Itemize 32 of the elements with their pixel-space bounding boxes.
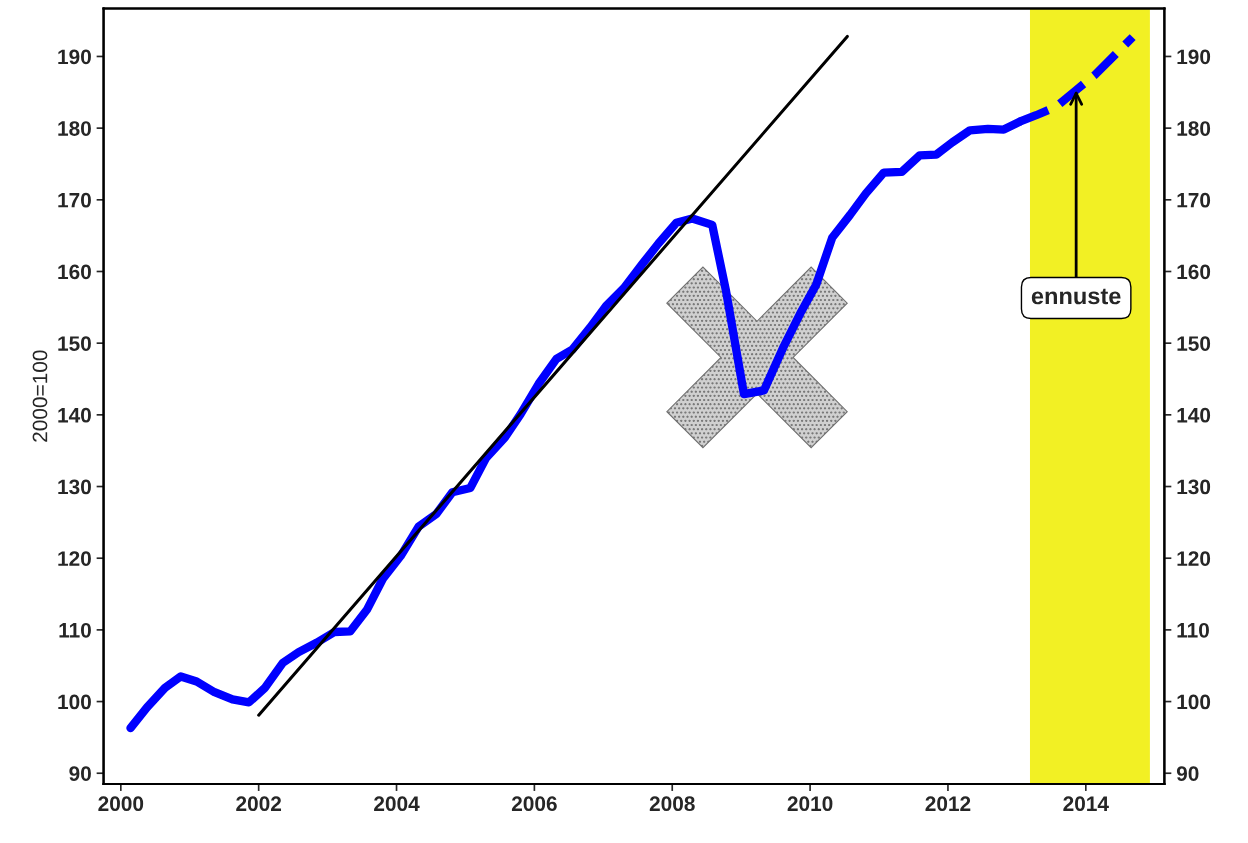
x-tick-label: 2004: [374, 796, 420, 812]
y-tick-label: 180: [58, 121, 91, 136]
x-tick-label: 2000: [98, 796, 144, 812]
y-axis-title: 2000=100: [32, 350, 48, 442]
x-tick-label: 2014: [1063, 796, 1109, 812]
y2-tick-label: 90: [1176, 766, 1199, 781]
y-tick-label: 150: [58, 336, 91, 351]
x-tick-label: 2008: [649, 796, 695, 812]
x-tick-label: 2006: [511, 796, 557, 812]
y2-tick-label: 180: [1177, 121, 1211, 136]
y2-tick-label: 110: [1177, 622, 1209, 638]
y-tick-label: 140: [58, 407, 91, 423]
y2-tick-label: 190: [1177, 49, 1211, 65]
y2-tick-label: 100: [1177, 694, 1211, 710]
y2-tick-label: 150: [1177, 336, 1211, 351]
y-tick-label: 110: [59, 622, 91, 638]
y-tick-label: 120: [58, 551, 91, 566]
y2-tick-label: 170: [1177, 192, 1211, 208]
annotation: ennuste: [1031, 288, 1121, 305]
y2-tick-label: 120: [1177, 551, 1211, 566]
y-tick-label: 190: [58, 49, 91, 65]
y2-tick-label: 160: [1177, 264, 1211, 280]
x-tick-label: 2010: [787, 796, 833, 812]
y-tick-label: 170: [58, 192, 91, 208]
y-tick-label: 130: [58, 479, 91, 495]
y-tick-label: 90: [69, 766, 91, 781]
y-tick-label: 160: [58, 264, 91, 280]
y2-tick-label: 140: [1177, 407, 1211, 423]
y-tick-label: 100: [58, 694, 91, 710]
x-tick-label: 2002: [236, 796, 282, 812]
y2-tick-label: 130: [1177, 479, 1211, 495]
x-tick-label: 2012: [925, 796, 971, 812]
